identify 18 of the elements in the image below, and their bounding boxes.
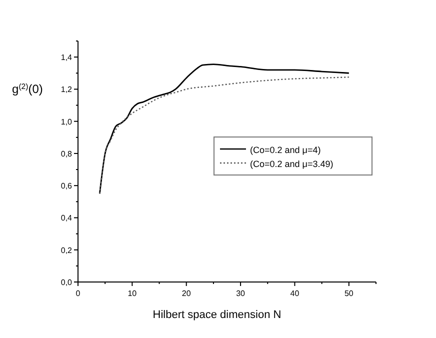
y-tick-label: 1,2 [60, 85, 73, 94]
x-tick-label: 30 [236, 289, 246, 298]
y-tick-label: 0,8 [60, 149, 73, 158]
y-axis-title: g$^{(2)}$(0) [12, 82, 43, 96]
y-tick-label: 0,4 [60, 214, 73, 223]
legend-label: (Co=0.2 and μ=3.49) [250, 159, 334, 169]
x-tick-label: 50 [344, 289, 354, 298]
y-tick-label: 0,6 [60, 182, 73, 191]
x-tick-label: 0 [76, 289, 81, 298]
x-tick-label: 20 [182, 289, 192, 298]
x-tick-label: 40 [290, 289, 300, 298]
legend-label: (Co=0.2 and μ=4) [250, 145, 321, 155]
y-tick-label: 0,2 [60, 246, 73, 255]
x-axis-title: Hilbert space dimension N [152, 309, 282, 321]
y-tick-label: 1,4 [60, 53, 73, 62]
x-tick-label: 10 [128, 289, 138, 298]
y-tick-label: 0,0 [60, 278, 73, 287]
y-tick-label: 1,0 [60, 117, 73, 126]
